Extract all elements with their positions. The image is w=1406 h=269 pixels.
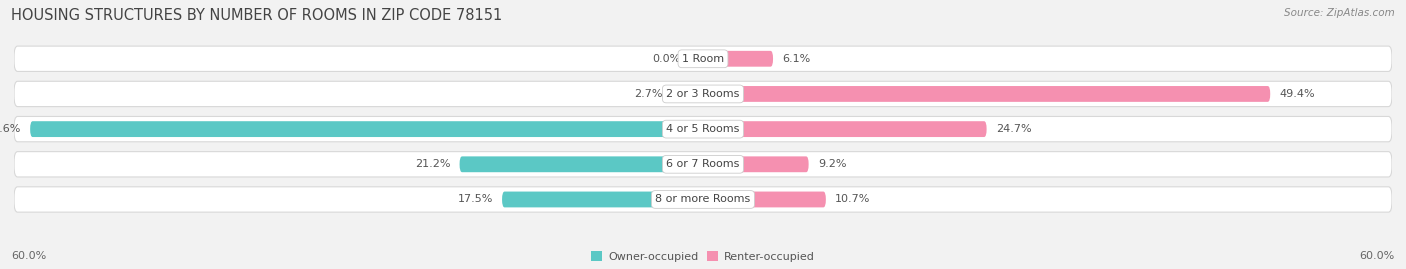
FancyBboxPatch shape [14,116,1392,142]
Text: 2.7%: 2.7% [634,89,662,99]
FancyBboxPatch shape [703,156,808,172]
Text: 49.4%: 49.4% [1279,89,1315,99]
Text: 60.0%: 60.0% [1360,251,1395,261]
Text: 1 Room: 1 Room [682,54,724,64]
Text: Source: ZipAtlas.com: Source: ZipAtlas.com [1284,8,1395,18]
FancyBboxPatch shape [460,156,703,172]
FancyBboxPatch shape [672,86,703,102]
Text: 60.0%: 60.0% [11,251,46,261]
Text: 9.2%: 9.2% [818,159,846,169]
Text: 6.1%: 6.1% [782,54,810,64]
Text: 24.7%: 24.7% [995,124,1032,134]
FancyBboxPatch shape [14,152,1392,177]
Text: 4 or 5 Rooms: 4 or 5 Rooms [666,124,740,134]
Text: HOUSING STRUCTURES BY NUMBER OF ROOMS IN ZIP CODE 78151: HOUSING STRUCTURES BY NUMBER OF ROOMS IN… [11,8,502,23]
Text: 8 or more Rooms: 8 or more Rooms [655,194,751,204]
Text: 10.7%: 10.7% [835,194,870,204]
Text: 17.5%: 17.5% [457,194,494,204]
FancyBboxPatch shape [703,192,825,207]
FancyBboxPatch shape [14,46,1392,72]
FancyBboxPatch shape [703,121,987,137]
Text: 58.6%: 58.6% [0,124,21,134]
Text: 0.0%: 0.0% [652,54,681,64]
FancyBboxPatch shape [30,121,703,137]
FancyBboxPatch shape [703,86,1270,102]
FancyBboxPatch shape [703,51,773,67]
Text: 6 or 7 Rooms: 6 or 7 Rooms [666,159,740,169]
Legend: Owner-occupied, Renter-occupied: Owner-occupied, Renter-occupied [586,247,820,266]
FancyBboxPatch shape [14,81,1392,107]
Text: 21.2%: 21.2% [415,159,450,169]
Text: 2 or 3 Rooms: 2 or 3 Rooms [666,89,740,99]
FancyBboxPatch shape [14,187,1392,212]
FancyBboxPatch shape [502,192,703,207]
